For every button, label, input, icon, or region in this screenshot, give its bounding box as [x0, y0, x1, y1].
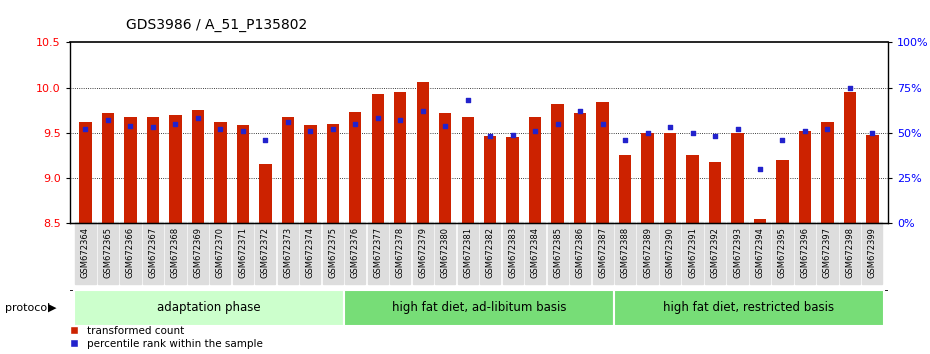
Bar: [147, 116, 159, 223]
Bar: [799, 131, 811, 223]
Text: high fat diet, restricted basis: high fat diet, restricted basis: [663, 302, 834, 314]
Bar: [259, 164, 272, 223]
Point: [662, 125, 677, 130]
Bar: [821, 122, 833, 223]
Bar: [461, 116, 474, 223]
Bar: [507, 137, 519, 223]
Point: [730, 126, 745, 132]
Point: [640, 130, 655, 136]
Bar: [101, 113, 114, 223]
Bar: [618, 155, 631, 223]
Text: GDS3986 / A_51_P135802: GDS3986 / A_51_P135802: [126, 18, 307, 32]
Point: [392, 117, 407, 123]
Point: [100, 117, 115, 123]
Point: [551, 121, 565, 126]
Bar: [304, 125, 316, 223]
Point: [798, 128, 813, 134]
Point: [685, 130, 700, 136]
Point: [527, 128, 542, 134]
Point: [460, 97, 475, 103]
Bar: [74, 290, 344, 326]
Bar: [844, 92, 857, 223]
Bar: [529, 116, 541, 223]
Point: [168, 121, 183, 126]
Bar: [192, 110, 204, 223]
Point: [213, 126, 228, 132]
Bar: [326, 124, 339, 223]
Point: [326, 126, 340, 132]
Point: [573, 108, 588, 114]
Bar: [614, 290, 884, 326]
Bar: [551, 104, 564, 223]
Bar: [484, 136, 497, 223]
Point: [505, 132, 520, 137]
Bar: [417, 82, 429, 223]
Text: protocol: protocol: [5, 303, 50, 313]
Bar: [709, 162, 721, 223]
Text: high fat diet, ad-libitum basis: high fat diet, ad-libitum basis: [392, 302, 566, 314]
Point: [438, 123, 453, 129]
Point: [370, 115, 385, 121]
Point: [775, 137, 790, 143]
Point: [752, 166, 767, 172]
Bar: [282, 116, 294, 223]
Point: [618, 137, 632, 143]
Bar: [642, 133, 654, 223]
Point: [235, 128, 250, 134]
Bar: [349, 112, 362, 223]
Bar: [169, 115, 181, 223]
Point: [708, 133, 723, 139]
Bar: [596, 102, 609, 223]
Bar: [439, 113, 451, 223]
Bar: [125, 116, 137, 223]
Bar: [237, 125, 249, 223]
Bar: [344, 290, 614, 326]
Bar: [574, 113, 586, 223]
Bar: [731, 133, 744, 223]
Point: [416, 108, 431, 114]
Bar: [394, 92, 406, 223]
Bar: [214, 122, 227, 223]
Point: [145, 125, 160, 130]
Bar: [866, 136, 879, 223]
Point: [865, 130, 880, 136]
Point: [483, 133, 498, 139]
Point: [258, 137, 272, 143]
Point: [303, 128, 318, 134]
Text: adaptation phase: adaptation phase: [157, 302, 261, 314]
Bar: [664, 133, 676, 223]
Point: [595, 121, 610, 126]
Legend: transformed count, percentile rank within the sample: transformed count, percentile rank withi…: [71, 326, 263, 349]
Point: [820, 126, 835, 132]
Text: ▶: ▶: [48, 303, 57, 313]
Bar: [754, 218, 766, 223]
Point: [191, 115, 206, 121]
Bar: [686, 155, 698, 223]
Point: [348, 121, 363, 126]
Point: [78, 126, 93, 132]
Bar: [372, 94, 384, 223]
Bar: [777, 160, 789, 223]
Point: [843, 85, 857, 91]
Bar: [79, 122, 92, 223]
Point: [123, 123, 138, 129]
Point: [281, 119, 296, 125]
